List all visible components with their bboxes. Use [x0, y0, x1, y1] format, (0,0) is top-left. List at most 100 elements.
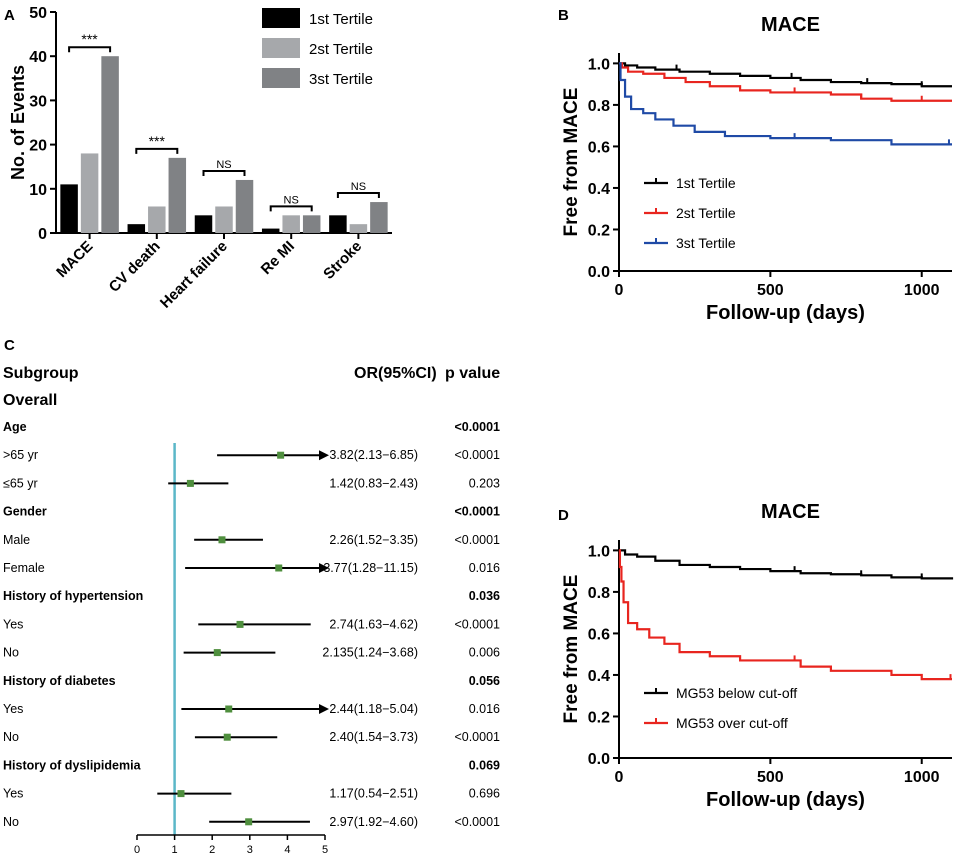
- subgroup-label: No: [3, 730, 19, 744]
- bar-2: [80, 153, 99, 233]
- or-marker: [225, 705, 233, 713]
- x-tick-label: 0: [615, 282, 624, 299]
- or-ci-text: 3.77(1.28−11.15): [323, 561, 418, 575]
- bar-2: [349, 224, 368, 233]
- significance-bracket: [269, 205, 313, 212]
- y-tick-label: 10: [29, 182, 47, 199]
- y-tick-label: 0.2: [588, 709, 610, 726]
- chart-title: MACE: [761, 14, 820, 36]
- ci-arrow: [319, 704, 329, 714]
- or-marker: [186, 479, 194, 487]
- y-axis-label: No. of Events: [8, 65, 28, 180]
- subgroup-label: ≤65 yr: [3, 476, 38, 490]
- y-axis-label: Free from MACE: [561, 88, 582, 237]
- y-tick-label: 1.0: [588, 543, 610, 560]
- km-series-1: [619, 549, 954, 580]
- subgroup-label: Yes: [3, 702, 23, 716]
- or-ci-text: 2.44(1.18−5.04): [329, 702, 418, 716]
- group-label: Age: [3, 420, 27, 434]
- group-label: History of hypertension: [3, 589, 143, 603]
- legend-label: 2st Tertile: [676, 205, 736, 221]
- x-tick-label: 1000: [904, 282, 940, 299]
- km-series-1: [619, 62, 952, 88]
- km-series-3: [619, 62, 952, 146]
- forest-x-tick-label: 2: [209, 844, 215, 856]
- subgroup-label: No: [3, 815, 19, 829]
- x-tick-label: Heart failure: [157, 238, 231, 312]
- ci-arrow: [319, 563, 329, 573]
- y-tick-label: 0: [38, 226, 47, 243]
- x-tick-label: 500: [757, 282, 784, 299]
- x-axis-label: Follow-up (days): [706, 302, 865, 324]
- p-value: 0.036: [469, 589, 500, 603]
- y-tick-label: 1.0: [588, 56, 610, 73]
- or-marker: [275, 564, 283, 572]
- panel-letter-a: A: [4, 7, 15, 24]
- subgroup-label: Yes: [3, 787, 23, 801]
- forest-x-tick-label: 5: [322, 844, 328, 856]
- significance-label: ***: [81, 31, 98, 47]
- panel-c-forest-plot: Subgroup OR(95%CI) p value Overall Age <0.000…: [3, 365, 500, 856]
- x-axis-label: Follow-up (days): [706, 789, 865, 811]
- x-tick-label: Re MI: [258, 238, 298, 278]
- bar-3: [101, 56, 119, 234]
- legend-label: 3st Tertile: [676, 235, 736, 251]
- bar-1: [329, 215, 347, 233]
- panel-d-km-curve: MACE 0.0 0.2 0.4 0.6 0.8 1.0 0 500 1000 Follow-up …: [561, 501, 954, 811]
- or-marker: [218, 536, 226, 544]
- subgroup-label: >65 yr: [3, 448, 38, 462]
- y-tick-label: 40: [29, 49, 47, 66]
- p-value: 0.016: [469, 561, 500, 575]
- significance-label: NS: [351, 181, 366, 193]
- p-value: <0.0001: [454, 730, 500, 744]
- significance-bracket: [202, 169, 246, 176]
- p-value: <0.0001: [454, 617, 500, 631]
- p-value: <0.0001: [454, 533, 500, 547]
- or-ci-text: 2.74(1.63−4.62): [329, 617, 418, 631]
- y-tick-label: 0.0: [588, 751, 610, 768]
- y-tick-label: 0.4: [588, 181, 610, 198]
- legend-label: 1st Tertile: [676, 175, 736, 191]
- y-axis-label: Free from MACE: [561, 575, 582, 724]
- p-value: 0.016: [469, 702, 500, 716]
- x-tick-label: 500: [757, 769, 784, 786]
- bar-3: [370, 202, 388, 233]
- bar-2: [282, 215, 300, 233]
- legend-label: 3st Tertile: [309, 71, 373, 88]
- legend-swatch: [262, 8, 300, 28]
- p-value: <0.0001: [454, 420, 500, 434]
- panel-b-km-curve: MACE 0.0 0.2 0.4 0.6 0.8 1.0 0 500 1000 Follow-up …: [561, 14, 952, 324]
- significance-bracket: [336, 192, 380, 199]
- or-ci-text: 2.26(1.52−3.35): [329, 533, 418, 547]
- p-value: <0.0001: [454, 448, 500, 462]
- x-tick-label: MACE: [53, 238, 96, 281]
- or-ci-text: 3.82(2.13−6.85): [329, 448, 418, 462]
- forest-x-tick-label: 0: [134, 844, 140, 856]
- p-value: 0.203: [469, 476, 500, 490]
- bar-3: [168, 157, 187, 233]
- legend-label: MG53 below cut-off: [676, 685, 797, 701]
- panel-a-bar-chart: 0 10 20 30 40 50 No. of Events MACE *** CV death *…: [8, 5, 392, 312]
- or-ci-text: 2.40(1.54−3.73): [329, 730, 418, 744]
- y-tick-label: 50: [29, 5, 47, 22]
- subgroup-label: No: [3, 646, 19, 660]
- header-subgroup: Subgroup: [3, 365, 79, 382]
- significance-bracket: [68, 46, 112, 53]
- chart-title: MACE: [761, 501, 820, 523]
- bar-1: [127, 224, 146, 233]
- significance-label: NS: [284, 194, 299, 206]
- forest-x-tick-label: 4: [284, 844, 290, 856]
- or-marker: [245, 818, 253, 826]
- significance-label: ***: [149, 133, 166, 149]
- or-ci-text: 2.97(1.92−4.60): [329, 815, 418, 829]
- p-value: 0.696: [469, 787, 500, 801]
- x-tick-label: Stroke: [320, 238, 365, 283]
- legend-swatch: [262, 38, 300, 58]
- header-or: OR(95%CI): [354, 365, 437, 382]
- bar-2: [215, 206, 233, 233]
- or-marker: [223, 733, 231, 741]
- panel-letter-c: C: [4, 337, 15, 354]
- y-tick-label: 0.8: [588, 585, 610, 602]
- group-label: Gender: [3, 505, 47, 519]
- or-marker: [213, 649, 221, 657]
